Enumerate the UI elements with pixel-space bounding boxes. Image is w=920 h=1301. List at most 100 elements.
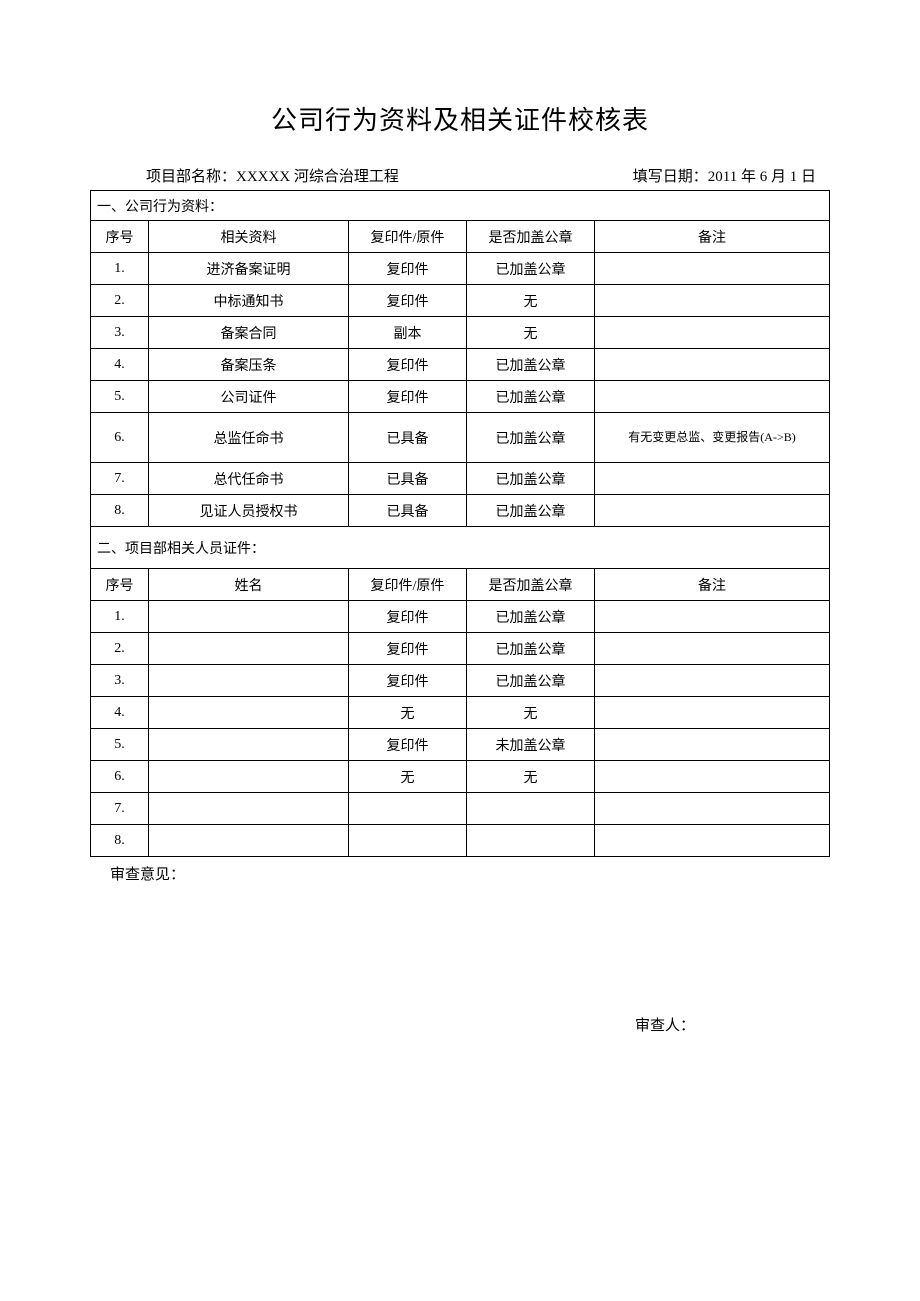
cell-copy: 无	[349, 761, 467, 793]
cell-material: 进济备案证明	[149, 253, 349, 285]
section2-heading: 二、项目部相关人员证件：	[91, 527, 830, 569]
cell-name	[149, 825, 349, 857]
cell-remark	[595, 463, 830, 495]
page-title: 公司行为资料及相关证件校核表	[90, 100, 830, 137]
s2-hdr-stamp: 是否加盖公章	[467, 569, 595, 601]
s2-hdr-copy: 复印件/原件	[349, 569, 467, 601]
cell-copy: 已具备	[349, 413, 467, 463]
section2-heading-row: 二、项目部相关人员证件：	[91, 527, 830, 569]
table-row: 3. 复印件已加盖公章	[91, 665, 830, 697]
s1-hdr-copy: 复印件/原件	[349, 221, 467, 253]
s2-hdr-remark: 备注	[595, 569, 830, 601]
cell-material: 总代任命书	[149, 463, 349, 495]
cell-name	[149, 729, 349, 761]
table-row: 4.备案压条复印件已加盖公章	[91, 349, 830, 381]
cell-sn: 8.	[91, 825, 149, 857]
cell-stamp: 已加盖公章	[467, 381, 595, 413]
cell-stamp: 已加盖公章	[467, 665, 595, 697]
cell-sn: 8.	[91, 495, 149, 527]
cell-copy: 复印件	[349, 729, 467, 761]
cell-sn: 3.	[91, 317, 149, 349]
meta-row: 项目部名称：XXXXX 河综合治理工程 填写日期：2011 年 6 月 1 日	[90, 165, 830, 186]
cell-sn: 5.	[91, 729, 149, 761]
cell-sn: 2.	[91, 633, 149, 665]
cell-copy: 复印件	[349, 381, 467, 413]
cell-stamp: 已加盖公章	[467, 601, 595, 633]
cell-copy: 复印件	[349, 633, 467, 665]
cell-copy: 已具备	[349, 463, 467, 495]
cell-material: 公司证件	[149, 381, 349, 413]
cell-material: 总监任命书	[149, 413, 349, 463]
cell-material: 中标通知书	[149, 285, 349, 317]
cell-material: 备案压条	[149, 349, 349, 381]
table-row: 8.	[91, 825, 830, 857]
cell-stamp: 未加盖公章	[467, 729, 595, 761]
table-row: 2.中标通知书复印件无	[91, 285, 830, 317]
cell-remark	[595, 349, 830, 381]
cell-remark	[595, 825, 830, 857]
cell-remark	[595, 253, 830, 285]
table-row: 6. 无无	[91, 761, 830, 793]
cell-copy: 复印件	[349, 665, 467, 697]
cell-stamp: 无	[467, 285, 595, 317]
cell-sn: 6.	[91, 761, 149, 793]
project-name: XXXXX 河综合治理工程	[236, 169, 399, 185]
project-label: 项目部名称：	[146, 169, 236, 185]
cell-name	[149, 633, 349, 665]
cell-name	[149, 665, 349, 697]
cell-sn: 4.	[91, 697, 149, 729]
cell-sn: 4.	[91, 349, 149, 381]
cell-sn: 6.	[91, 413, 149, 463]
cell-remark	[595, 601, 830, 633]
cell-copy: 无	[349, 697, 467, 729]
cell-stamp: 已加盖公章	[467, 253, 595, 285]
s1-hdr-material: 相关资料	[149, 221, 349, 253]
cell-remark	[595, 761, 830, 793]
cell-name	[149, 601, 349, 633]
table-row: 5. 复印件未加盖公章	[91, 729, 830, 761]
cell-remark	[595, 665, 830, 697]
date-value: 2011 年 6 月 1 日	[708, 169, 816, 185]
review-opinion-label: 审查意见：	[90, 863, 830, 884]
cell-stamp: 已加盖公章	[467, 413, 595, 463]
cell-remark: 有无变更总监、变更报告(A->B)	[595, 413, 830, 463]
cell-material: 备案合同	[149, 317, 349, 349]
table-row: 3.备案合同副本无	[91, 317, 830, 349]
s1-hdr-remark: 备注	[595, 221, 830, 253]
cell-copy: 复印件	[349, 253, 467, 285]
table-row: 6.总监任命书已具备已加盖公章有无变更总监、变更报告(A->B)	[91, 413, 830, 463]
s1-hdr-stamp: 是否加盖公章	[467, 221, 595, 253]
cell-remark	[595, 317, 830, 349]
cell-name	[149, 697, 349, 729]
cell-remark	[595, 495, 830, 527]
cell-stamp: 已加盖公章	[467, 349, 595, 381]
cell-remark	[595, 285, 830, 317]
s1-hdr-sn: 序号	[91, 221, 149, 253]
cell-remark	[595, 793, 830, 825]
cell-sn: 2.	[91, 285, 149, 317]
section1-heading-row: 一、公司行为资料：	[91, 191, 830, 221]
cell-stamp	[467, 793, 595, 825]
cell-copy: 复印件	[349, 349, 467, 381]
cell-stamp	[467, 825, 595, 857]
cell-copy: 复印件	[349, 601, 467, 633]
cell-stamp: 已加盖公章	[467, 495, 595, 527]
cell-sn: 7.	[91, 463, 149, 495]
table-row: 1.复印件已加盖公章	[91, 601, 830, 633]
table-row: 1.进济备案证明复印件已加盖公章	[91, 253, 830, 285]
cell-name	[149, 761, 349, 793]
table-row: 2.复印件已加盖公章	[91, 633, 830, 665]
s2-hdr-name: 姓名	[149, 569, 349, 601]
date-label: 填写日期：	[633, 169, 708, 185]
cell-sn: 5.	[91, 381, 149, 413]
s2-hdr-sn: 序号	[91, 569, 149, 601]
reviewer-label: 审查人：	[90, 1014, 830, 1035]
cell-name	[149, 793, 349, 825]
cell-stamp: 无	[467, 761, 595, 793]
section2-header-row: 序号 姓名 复印件/原件 是否加盖公章 备注	[91, 569, 830, 601]
cell-stamp: 无	[467, 317, 595, 349]
cell-sn: 3.	[91, 665, 149, 697]
table-row: 7.	[91, 793, 830, 825]
cell-copy: 复印件	[349, 285, 467, 317]
cell-sn: 1.	[91, 253, 149, 285]
